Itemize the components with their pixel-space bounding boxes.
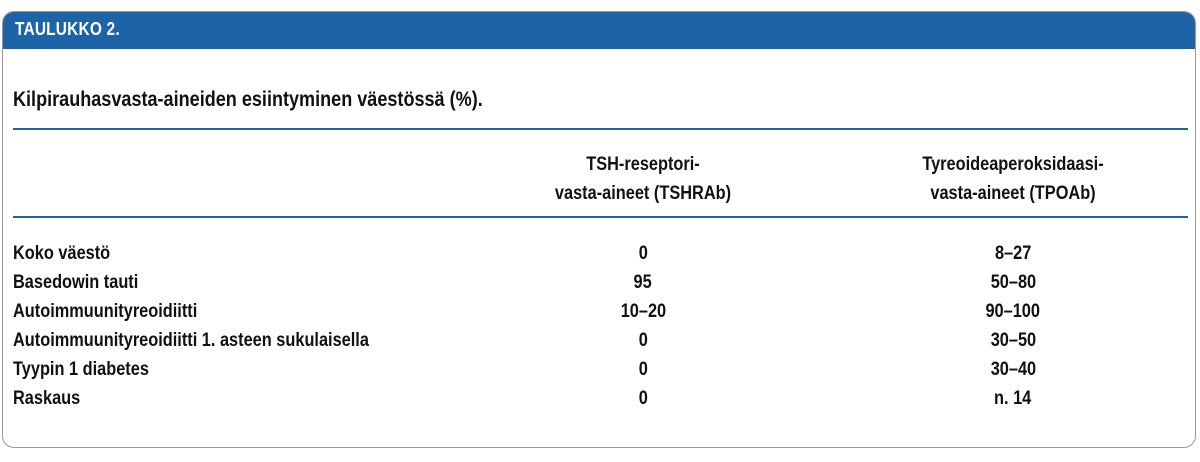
row-label: Basedowin tauti xyxy=(13,272,139,293)
tshrab-value-text: 10–20 xyxy=(620,301,666,322)
table-row: Autoimmuunityreoidiitti 1. asteen sukula… xyxy=(13,326,1188,355)
column-header-tpoab-line2: vasta-aineet (TPOAb) xyxy=(930,183,1096,204)
column-header-tpoab-line1: Tyreoideaperoksidaasi- xyxy=(922,154,1104,175)
tpoab-value: 8–27 xyxy=(883,239,1143,268)
tpoab-value-text: 8–27 xyxy=(994,243,1032,264)
column-header-tpoab: Tyreoideaperoksidaasi- vasta-aineet (TPO… xyxy=(883,150,1143,208)
table-header-bar: TAULUKKO 2. xyxy=(3,12,1195,49)
table-number-label: TAULUKKO 2. xyxy=(15,19,120,39)
tpoab-value-text: 30–40 xyxy=(990,359,1036,380)
table-row: Koko väestö 0 8–27 xyxy=(13,239,1188,268)
tpoab-value: 30–40 xyxy=(883,355,1143,384)
row-label: Autoimmuunityreoidiitti xyxy=(13,301,198,322)
tpoab-value: n. 14 xyxy=(883,384,1143,413)
row-label: Autoimmuunityreoidiitti 1. asteen sukula… xyxy=(13,330,369,351)
table-row: Autoimmuunityreoidiitti 10–20 90–100 xyxy=(13,297,1188,326)
top-rule-divider xyxy=(13,128,1188,130)
column-header-tshrab-line1: TSH-reseptori- xyxy=(586,154,700,175)
tshrab-value: 0 xyxy=(513,239,773,268)
tpoab-value-text: 30–50 xyxy=(990,330,1036,351)
table-row: Tyypin 1 diabetes 0 30–40 xyxy=(13,355,1188,384)
tshrab-value-text: 0 xyxy=(638,243,648,264)
row-label: Raskaus xyxy=(13,388,81,409)
row-label: Tyypin 1 diabetes xyxy=(13,359,149,380)
tpoab-value-text: 50–80 xyxy=(990,272,1036,293)
tshrab-value: 0 xyxy=(513,326,773,355)
table-row: Raskaus 0 n. 14 xyxy=(13,384,1188,413)
tshrab-value-text: 0 xyxy=(638,359,648,380)
tshrab-value: 95 xyxy=(513,268,773,297)
tshrab-value: 0 xyxy=(513,355,773,384)
table-frame: TAULUKKO 2. Kilpirauhasvasta-aineiden es… xyxy=(2,11,1196,448)
column-header-tshrab: TSH-reseptori- vasta-aineet (TSHRAb) xyxy=(513,150,773,208)
column-header-tshrab-line2: vasta-aineet (TSHRAb) xyxy=(554,183,732,204)
tshrab-value: 0 xyxy=(513,384,773,413)
tpoab-value: 90–100 xyxy=(883,297,1143,326)
tshrab-value-text: 0 xyxy=(638,388,648,409)
header-rule-divider xyxy=(13,216,1188,218)
tshrab-value: 10–20 xyxy=(513,297,773,326)
row-label: Koko väestö xyxy=(13,243,111,264)
tpoab-value: 30–50 xyxy=(883,326,1143,355)
tpoab-value-text: n. 14 xyxy=(994,388,1032,409)
table-body: Koko väestö 0 8–27 Basedowin tauti 95 50… xyxy=(13,239,1188,413)
tshrab-value-text: 0 xyxy=(638,330,648,351)
tpoab-value-text: 90–100 xyxy=(985,301,1041,322)
tshrab-value-text: 95 xyxy=(633,272,653,293)
tpoab-value: 50–80 xyxy=(883,268,1143,297)
table-row: Basedowin tauti 95 50–80 xyxy=(13,268,1188,297)
table-title: Kilpirauhasvasta-aineiden esiintyminen v… xyxy=(13,88,483,111)
